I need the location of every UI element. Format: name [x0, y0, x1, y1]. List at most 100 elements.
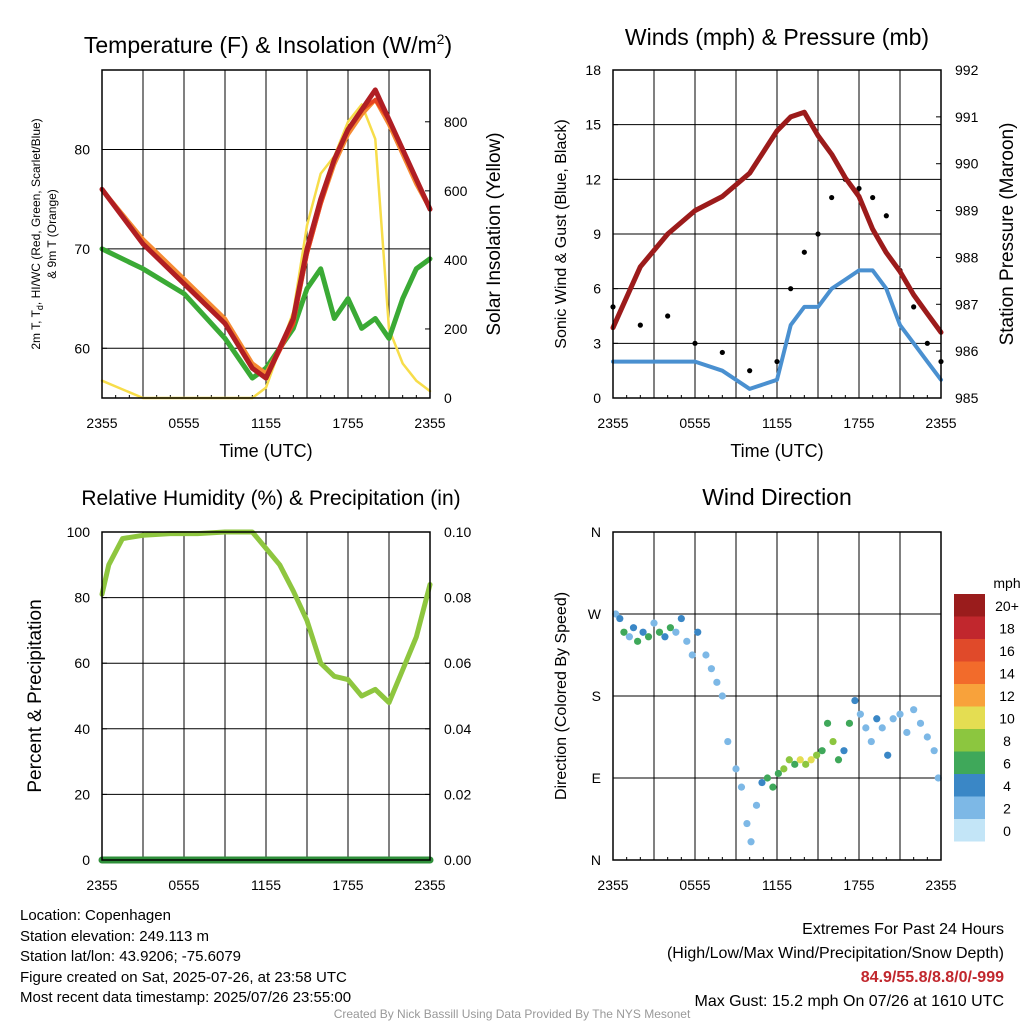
x-tick-label: 1755	[843, 415, 874, 431]
y-tick-label: 80	[74, 142, 90, 158]
series-line-relative-humidity	[99, 529, 433, 706]
gust-point	[870, 194, 876, 201]
gust-point	[911, 304, 917, 310]
series-line-sonic-wind	[611, 268, 943, 391]
y2-tick-label: 0.10	[444, 524, 471, 540]
colorbar-swatch	[954, 684, 985, 707]
plot-border	[612, 69, 942, 399]
direction-point	[707, 665, 716, 673]
direction-point	[620, 628, 628, 636]
direction-point	[625, 633, 634, 641]
y2-axis-label: Station Pressure (Maroon)	[997, 123, 1018, 346]
direction-point	[724, 737, 732, 746]
gust-point	[747, 368, 753, 374]
direction-point	[683, 637, 691, 645]
chart-title: Wind Direction	[702, 484, 852, 510]
x-tick-label: 1155	[251, 877, 281, 893]
gust-point	[774, 358, 780, 365]
y-tick-label: 100	[67, 524, 91, 540]
y-axis-label: 2m T, Td, HI/WC (Red, Green, Scarlet/Blu…	[29, 118, 45, 349]
colorbar-swatch	[954, 661, 985, 684]
y-tick-label: N	[591, 524, 601, 540]
x-tick-label: 0555	[679, 877, 710, 893]
x-tick-label: 1755	[332, 415, 363, 431]
direction-point	[774, 769, 782, 778]
x-tick-label: 0555	[679, 415, 710, 431]
direction-point	[737, 783, 746, 791]
y-tick-label: 12	[585, 171, 601, 187]
direction-point	[916, 719, 925, 727]
y2-tick-label: 991	[955, 109, 979, 125]
gust-point	[801, 249, 807, 255]
direction-point	[629, 624, 638, 632]
colorbar-label: 16	[999, 643, 1015, 659]
direction-point	[752, 801, 761, 809]
station-info: Location: Copenhagen Station elevation: …	[20, 906, 351, 1009]
direction-point	[867, 737, 875, 746]
direction-point	[780, 765, 788, 773]
direction-point	[763, 774, 772, 782]
y-tick-label: W	[588, 606, 602, 622]
y-tick-label: 40	[74, 721, 90, 737]
series-line-2m-t	[99, 87, 433, 381]
chart-title-end: )	[444, 32, 452, 58]
direction-point	[650, 619, 658, 627]
y2-tick-label: 990	[955, 156, 979, 172]
max-gust-text: Max Gust: 15.2 mph On 07/26 at 1610 UTC	[694, 993, 1005, 1010]
colorbar-label: 12	[999, 688, 1015, 704]
elevation-text: Station elevation: 249.113 m	[20, 927, 210, 945]
direction-point	[802, 760, 810, 768]
gust-point	[665, 313, 671, 319]
direction-point	[873, 715, 881, 723]
y2-axis-label: Solar Insolation (Yellow)	[484, 132, 505, 335]
direction-point	[666, 624, 675, 632]
chart-title: Winds (mph) & Pressure (mb)	[625, 24, 929, 50]
colorbar-swatch	[954, 796, 985, 819]
direction-point	[934, 774, 942, 782]
x-tick-label: 0555	[168, 877, 199, 893]
y-axis-label-part: 2m T, T	[29, 309, 43, 349]
direction-point	[791, 760, 799, 768]
colorbar-label: 0	[1003, 823, 1011, 839]
y-axis-label-part: d	[35, 305, 45, 310]
y-tick-label: 70	[74, 241, 90, 257]
x-tick-label: 1155	[762, 877, 792, 893]
direction-point	[829, 737, 837, 746]
y-tick-label: 0	[593, 390, 601, 406]
colorbar-label: 4	[1003, 778, 1011, 794]
y2-tick-label: 988	[955, 249, 979, 265]
y2-tick-label: 0.02	[444, 786, 471, 802]
colorbar-swatch	[954, 616, 985, 639]
series-line-td	[99, 246, 433, 381]
direction-point	[694, 628, 702, 636]
y-axis-label-part: , HI/WC (Red, Green, Scarlet/Blue)	[29, 118, 43, 305]
direction-point	[644, 633, 653, 641]
credit-text: Created By Nick Bassill Using Data Provi…	[333, 1007, 691, 1021]
x-axis-label: Time (UTC)	[730, 441, 823, 461]
y2-tick-label: 987	[955, 296, 979, 312]
direction-point	[796, 756, 804, 764]
x-axis-label: Time (UTC)	[219, 441, 312, 461]
x-tick-label: 0555	[168, 415, 199, 431]
y-tick-label: 80	[74, 590, 90, 606]
latlon-text: Station lat/lon: 43.9206; -75.6079	[20, 948, 242, 965]
direction-point	[807, 756, 815, 764]
colorbar-label: 18	[999, 621, 1015, 637]
extremes-title: Extremes For Past 24 Hours	[802, 921, 1004, 938]
gust-point	[692, 340, 698, 346]
y2-tick-label: 985	[955, 390, 979, 406]
direction-point	[845, 719, 854, 727]
x-tick-label: 2355	[414, 877, 445, 893]
plot-border	[101, 531, 431, 861]
x-tick-label: 1155	[762, 415, 792, 431]
direction-point	[840, 747, 848, 755]
y-axis-label: Sonic Wind & Gust (Blue, Black)	[553, 119, 570, 348]
direction-point	[702, 651, 710, 659]
gust-point	[924, 340, 930, 346]
x-tick-label: 2355	[86, 877, 117, 893]
extremes-values: 84.9/55.8/8.8/0/-999	[860, 969, 1004, 986]
x-tick-label: 1755	[843, 877, 874, 893]
gust-point	[883, 213, 889, 219]
chart-title-main: Temperature (F) & Insolation (W/m	[84, 32, 437, 58]
y-tick-label: 15	[585, 117, 601, 133]
